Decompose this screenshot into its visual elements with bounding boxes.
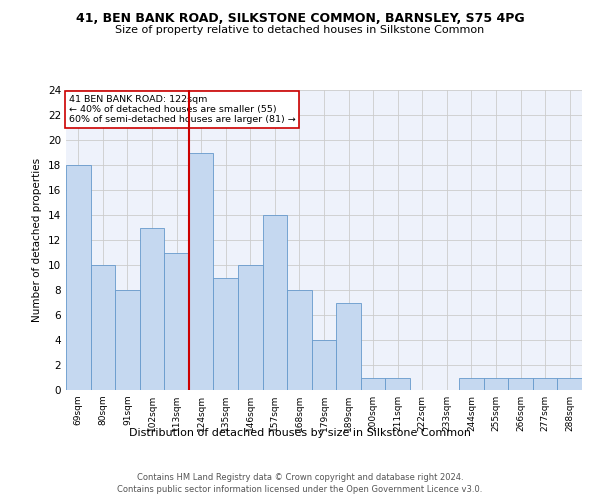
Bar	[533, 378, 557, 390]
Bar	[66, 165, 91, 390]
Bar	[484, 378, 508, 390]
Bar	[115, 290, 140, 390]
Bar	[189, 152, 214, 390]
Text: Distribution of detached houses by size in Silkstone Common: Distribution of detached houses by size …	[129, 428, 471, 438]
Text: 41, BEN BANK ROAD, SILKSTONE COMMON, BARNSLEY, S75 4PG: 41, BEN BANK ROAD, SILKSTONE COMMON, BAR…	[76, 12, 524, 26]
Bar	[459, 378, 484, 390]
Bar	[385, 378, 410, 390]
Bar	[336, 302, 361, 390]
Bar	[312, 340, 336, 390]
Text: Size of property relative to detached houses in Silkstone Common: Size of property relative to detached ho…	[115, 25, 485, 35]
Bar	[140, 228, 164, 390]
Bar	[238, 265, 263, 390]
Bar	[557, 378, 582, 390]
Text: Contains HM Land Registry data © Crown copyright and database right 2024.: Contains HM Land Registry data © Crown c…	[137, 472, 463, 482]
Bar	[287, 290, 312, 390]
Bar	[263, 215, 287, 390]
Bar	[508, 378, 533, 390]
Y-axis label: Number of detached properties: Number of detached properties	[32, 158, 43, 322]
Text: Contains public sector information licensed under the Open Government Licence v3: Contains public sector information licen…	[118, 485, 482, 494]
Bar	[164, 252, 189, 390]
Text: 41 BEN BANK ROAD: 122sqm
← 40% of detached houses are smaller (55)
60% of semi-d: 41 BEN BANK ROAD: 122sqm ← 40% of detach…	[68, 94, 295, 124]
Bar	[361, 378, 385, 390]
Bar	[214, 278, 238, 390]
Bar	[91, 265, 115, 390]
